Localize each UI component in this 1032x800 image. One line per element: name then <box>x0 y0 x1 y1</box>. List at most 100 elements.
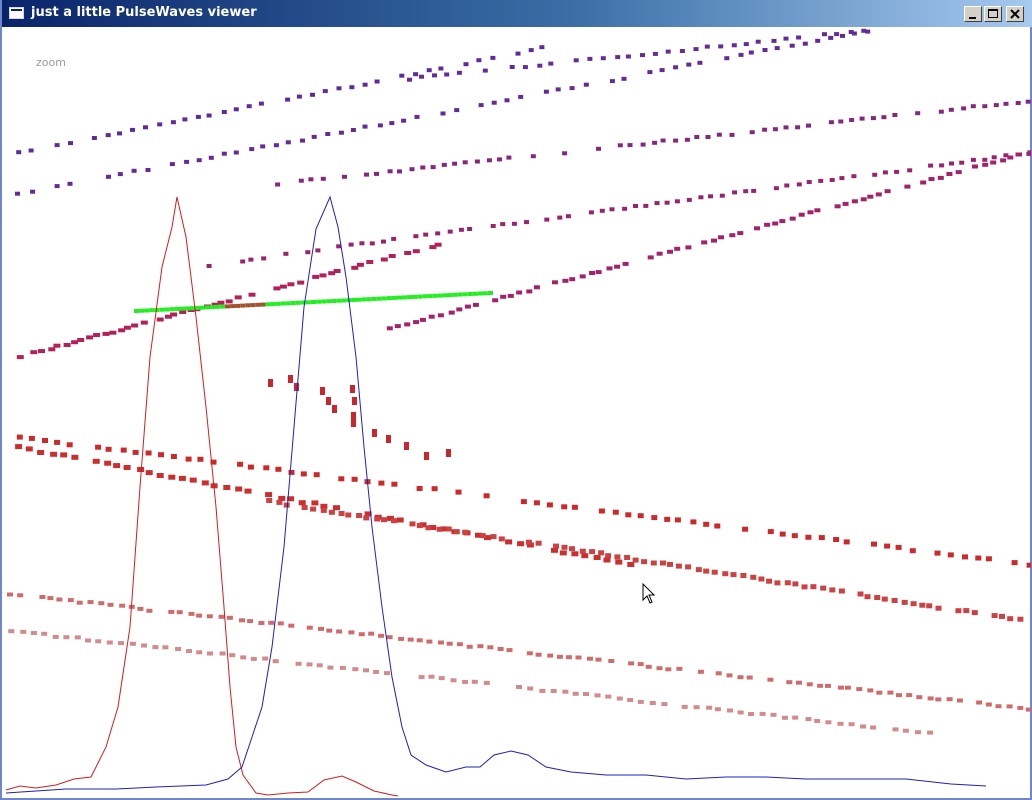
selected-pulse-point[interactable] <box>305 300 311 305</box>
selected-pulse-point[interactable] <box>482 291 488 296</box>
selected-pulse-sample[interactable] <box>255 302 261 307</box>
app-window-icon[interactable] <box>9 7 24 19</box>
sample-point <box>927 730 934 735</box>
selected-pulse-sample[interactable] <box>260 302 266 307</box>
selected-pulse-point[interactable] <box>366 297 372 302</box>
selected-pulse-point[interactable] <box>179 306 185 311</box>
selected-pulse-point[interactable] <box>457 292 463 297</box>
selected-pulse-point[interactable] <box>422 294 428 299</box>
selected-pulse-point[interactable] <box>290 301 296 305</box>
sample-point <box>497 157 502 162</box>
close-button[interactable] <box>1006 6 1024 22</box>
selected-pulse-point[interactable] <box>467 292 473 296</box>
sample-point <box>310 92 315 97</box>
sample-point <box>876 690 883 695</box>
sample-point <box>176 610 183 615</box>
sample-point <box>1007 155 1014 160</box>
selected-pulse-point[interactable] <box>361 297 367 302</box>
selected-pulse-point[interactable] <box>189 306 195 311</box>
selected-pulse-point[interactable] <box>376 296 382 301</box>
waveform-viewport[interactable]: zoom <box>6 27 1031 797</box>
sample-point <box>308 177 314 182</box>
selected-pulse-point[interactable] <box>447 293 453 298</box>
selected-pulse-point[interactable] <box>356 297 362 302</box>
sample-point <box>698 195 704 200</box>
sample-point <box>1016 152 1022 157</box>
selected-pulse-point[interactable] <box>275 301 281 306</box>
sample-point <box>437 313 444 318</box>
selected-pulse-point[interactable] <box>144 308 150 313</box>
selected-pulse-point[interactable] <box>402 295 407 300</box>
selected-pulse-point[interactable] <box>432 293 438 298</box>
selected-pulse-point[interactable] <box>220 304 225 309</box>
sample-point <box>258 621 265 625</box>
sample-point <box>896 693 902 698</box>
selected-pulse-point[interactable] <box>371 296 377 301</box>
selected-pulse-point[interactable] <box>169 307 175 312</box>
selected-pulse-point[interactable] <box>321 299 327 304</box>
selected-pulse-point[interactable] <box>427 294 433 299</box>
selected-pulse[interactable] <box>134 291 493 313</box>
selected-pulse-point[interactable] <box>265 302 271 307</box>
sample-point <box>272 659 279 664</box>
selected-pulse-point[interactable] <box>442 293 448 298</box>
selected-pulse-point[interactable] <box>336 298 342 303</box>
selected-pulse-point[interactable] <box>391 295 397 300</box>
point-cloud-canvas[interactable]: zoom <box>6 27 1031 797</box>
selected-pulse-point[interactable] <box>184 306 190 311</box>
selected-pulse-point[interactable] <box>204 305 210 310</box>
selected-pulse-point[interactable] <box>149 308 155 313</box>
selected-pulse-point[interactable] <box>381 296 387 301</box>
selected-pulse-point[interactable] <box>452 292 458 297</box>
selected-pulse-point[interactable] <box>407 295 413 300</box>
selected-pulse-point[interactable] <box>300 300 306 305</box>
selected-pulse-point[interactable] <box>270 302 276 307</box>
selected-pulse-point[interactable] <box>209 305 215 310</box>
selected-pulse-point[interactable] <box>159 307 165 312</box>
selected-pulse-point[interactable] <box>477 291 483 296</box>
sample-point <box>483 493 490 499</box>
sample-point <box>595 270 602 275</box>
selected-pulse-point[interactable] <box>139 308 145 313</box>
sample-point <box>971 610 978 616</box>
selected-pulse-sample[interactable] <box>235 303 241 308</box>
sample-point <box>667 561 673 567</box>
selected-pulse-point[interactable] <box>386 296 392 301</box>
selected-pulse-sample[interactable] <box>230 304 236 309</box>
sample-point <box>237 461 244 467</box>
selected-pulse-sample[interactable] <box>240 303 246 308</box>
selected-pulse-point[interactable] <box>164 307 170 312</box>
close-icon <box>1010 9 1020 19</box>
selected-pulse-point[interactable] <box>134 309 139 313</box>
minimize-button[interactable] <box>964 6 982 22</box>
selected-pulse-point[interactable] <box>462 292 468 297</box>
selected-pulse-point[interactable] <box>341 298 347 303</box>
selected-pulse-point[interactable] <box>311 300 316 304</box>
selected-pulse-point[interactable] <box>174 306 180 311</box>
selected-pulse-sample[interactable] <box>245 303 251 308</box>
selected-pulse-point[interactable] <box>417 294 423 299</box>
sample-point <box>530 154 536 159</box>
selected-pulse-point[interactable] <box>488 291 493 295</box>
selected-pulse-point[interactable] <box>412 294 418 299</box>
selected-pulse-point[interactable] <box>397 295 402 300</box>
selected-pulse-point[interactable] <box>285 301 291 306</box>
selected-pulse-point[interactable] <box>472 291 478 296</box>
maximize-button[interactable] <box>984 6 1002 22</box>
sample-point <box>955 170 962 175</box>
sample-point <box>737 710 744 715</box>
selected-pulse-point[interactable] <box>214 304 220 309</box>
title-bar[interactable]: just a little PulseWaves viewer <box>2 0 1032 27</box>
selected-pulse-point[interactable] <box>316 299 322 304</box>
selected-pulse-point[interactable] <box>351 297 357 302</box>
selected-pulse-sample[interactable] <box>250 303 256 308</box>
selected-pulse-point[interactable] <box>295 300 301 305</box>
selected-pulse-point[interactable] <box>331 299 337 303</box>
selected-pulse-point[interactable] <box>199 305 205 310</box>
selected-pulse-point[interactable] <box>326 299 332 304</box>
selected-pulse-sample[interactable] <box>225 304 230 309</box>
selected-pulse-point[interactable] <box>194 305 200 310</box>
sample-point <box>546 502 553 508</box>
selected-pulse-point[interactable] <box>280 301 286 306</box>
selected-pulse-point[interactable] <box>437 293 443 298</box>
